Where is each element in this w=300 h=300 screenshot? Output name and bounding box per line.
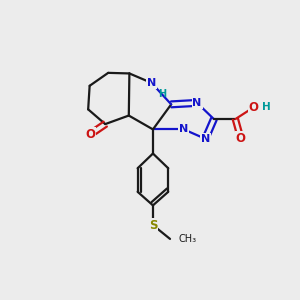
Text: N: N [147, 78, 156, 88]
Text: O: O [249, 101, 259, 114]
Text: O: O [85, 128, 95, 141]
Text: H: H [158, 89, 166, 99]
Text: H: H [262, 102, 271, 112]
Text: N: N [201, 134, 210, 144]
Text: CH₃: CH₃ [179, 234, 197, 244]
Text: N: N [179, 124, 188, 134]
Text: N: N [193, 98, 202, 108]
Text: S: S [149, 219, 157, 232]
Text: O: O [236, 132, 246, 145]
